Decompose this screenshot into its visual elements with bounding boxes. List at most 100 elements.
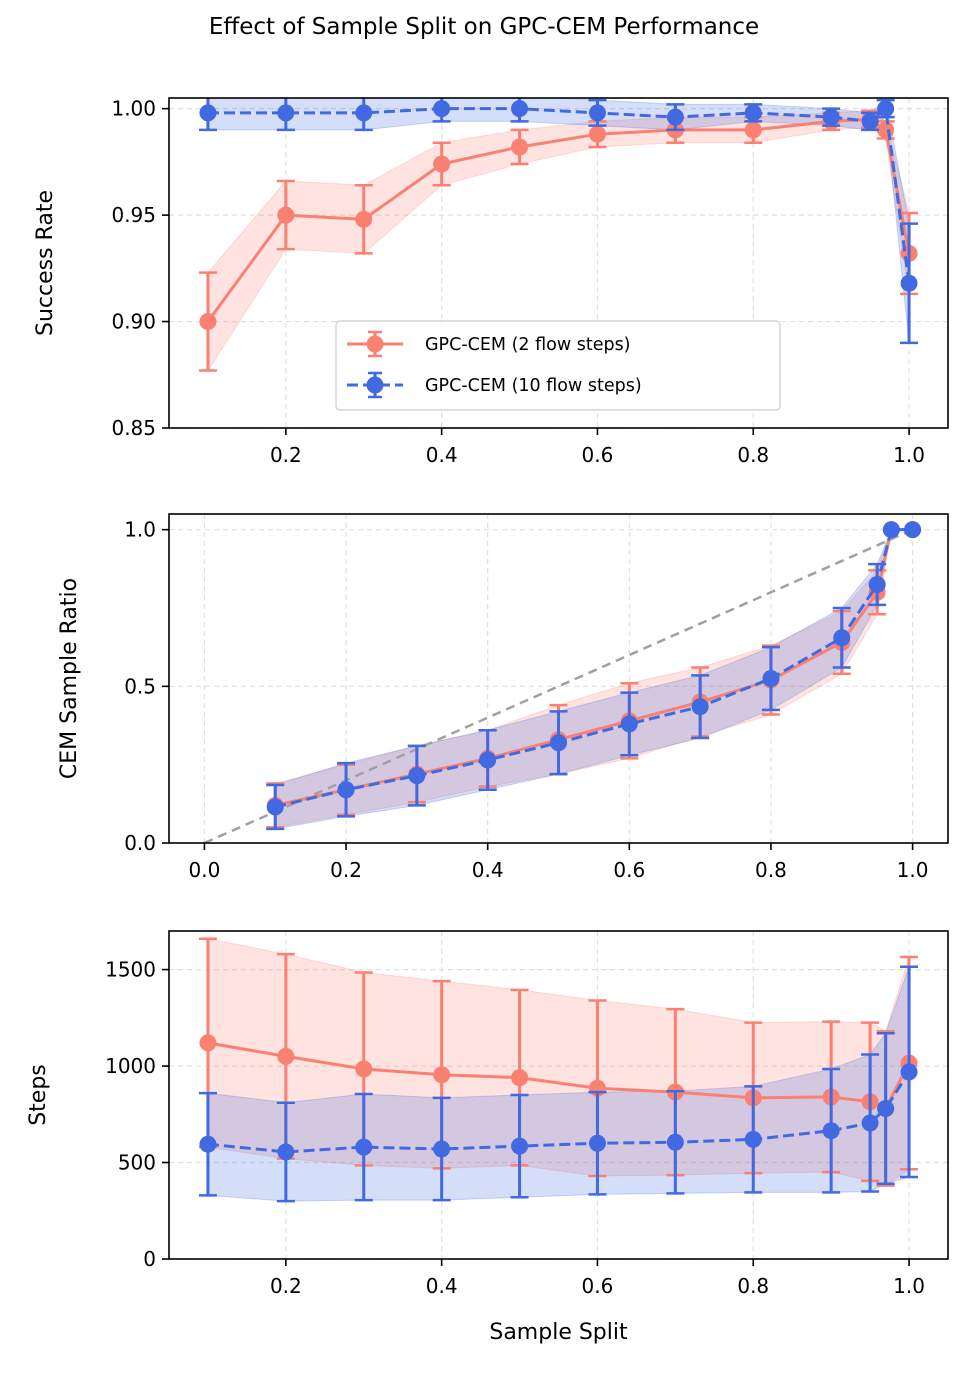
panel1-ylabel: Success Rate: [33, 190, 58, 336]
panel3-s1-point-3: [433, 1066, 451, 1084]
panel1-s2-point-6: [666, 108, 684, 126]
panel3-s1-point-0: [199, 1034, 217, 1052]
panel2-reference-diagonal: [203, 528, 914, 843]
panel2-xtick-label-1: 0.2: [330, 858, 362, 882]
panel3-xtick-label-0: 0.2: [270, 1274, 302, 1298]
panel3-xlabel: Sample Split: [489, 1320, 628, 1345]
panel2-axes-frame: [168, 513, 949, 844]
panel2-s2-line: [274, 528, 913, 809]
panel1-s1-point-3: [433, 155, 451, 173]
panel3-s1-point-4: [511, 1069, 529, 1087]
panel3-xtick-label-4: 1.0: [893, 1274, 925, 1298]
panel2-ytick-label-1: 0.5: [124, 674, 156, 698]
panel2-s2-point-10: [882, 521, 900, 539]
panel2-xtick-label-5: 1.0: [897, 858, 929, 882]
panel1-s1-point-5: [588, 125, 606, 143]
panel2-xtick-label-3: 0.6: [613, 858, 645, 882]
panel3-ytick-label-2: 1000: [105, 1054, 156, 1078]
panel3-axes-frame: [168, 930, 949, 1260]
panel2-s2-point-1: [337, 781, 355, 799]
panel2-s2-point-4: [550, 734, 567, 752]
panel3-ytick-label-1: 500: [118, 1151, 156, 1175]
panel1-ytick-label-2: 0.95: [111, 203, 156, 227]
panel1-s2-point-8: [822, 108, 840, 126]
panel3-ytick-label-0: 0: [143, 1247, 156, 1271]
legend-box: [335, 320, 781, 411]
panel2-s2-point-2: [408, 767, 426, 785]
panel1-s2-point-2: [355, 104, 373, 122]
panel-cem-sample-ratio: 0.0 0.2 0.4 0.6 0.8 1.0 0.0 0.5 1.0 CEM Sample Ra…: [57, 513, 949, 882]
panel1-s1-point-10: [877, 121, 895, 139]
panel3-s1-point-1: [277, 1047, 295, 1065]
panel1-s2-point-7: [744, 104, 762, 122]
panel1-xtick-label-2: 0.6: [582, 443, 614, 467]
panel3-s2-point-2: [355, 1138, 373, 1156]
panel2-ytick-label-0: 0.0: [124, 831, 156, 855]
panel1-s1-point-7: [744, 121, 762, 139]
panel3-s2-point-4: [511, 1137, 529, 1155]
panel1-s2-point-0: [199, 104, 217, 122]
panel1-s1-point-2: [355, 210, 373, 228]
panel1-xtick-label-0: 0.2: [270, 443, 302, 467]
panel1-plot-area: [198, 98, 919, 373]
panel3-s2-point-11: [900, 1063, 918, 1081]
panel2-s2-point-11: [904, 521, 922, 539]
panel3-s2-point-0: [199, 1135, 217, 1153]
panel2-s2-point-6: [691, 698, 709, 716]
panel1-s2-point-10: [877, 100, 895, 118]
panel1-ytick-label-0: 0.85: [111, 416, 156, 440]
panel3-series-2: [198, 965, 919, 1203]
panel2-s2-point-7: [762, 670, 780, 687]
panel3-xtick-label-2: 0.6: [582, 1274, 614, 1298]
panel3-xtick-label-3: 0.8: [737, 1274, 769, 1298]
figure-title: Effect of Sample Split on GPC-CEM Perfor…: [208, 14, 760, 40]
panel2-s2-point-0: [266, 798, 284, 816]
panel1-s2-point-5: [588, 104, 606, 122]
panel2-s2-point-9: [868, 576, 886, 593]
panel1-ytick-label-3: 1.00: [111, 97, 156, 121]
panel-success-rate: 0.2 0.4 0.6 0.8 1.0 0.85 0.90 0.95 1.00 Success R…: [33, 97, 949, 467]
panel1-s1-point-0: [199, 313, 217, 331]
panel1-xtick-label-4: 1.0: [893, 443, 925, 467]
panel2-xtick-label-2: 0.4: [472, 858, 504, 882]
panel1-series-2: [198, 98, 919, 345]
panel3-s2-point-9: [861, 1114, 879, 1132]
panel3-s2-point-5: [588, 1134, 606, 1152]
panel3-s2-point-10: [877, 1100, 895, 1118]
panel2-xtick-label-0: 0.0: [189, 858, 221, 882]
panel1-s1-point-1: [277, 206, 295, 224]
panel2-ytick-label-2: 1.0: [124, 518, 156, 542]
panel2-ylabel: CEM Sample Ratio: [57, 578, 82, 779]
panel1-s2-point-1: [277, 104, 295, 122]
panel1-s2-point-9: [861, 112, 879, 130]
panel3-s2-point-3: [433, 1140, 451, 1158]
panel3-plot-area: [198, 937, 919, 1203]
panel2-plot-area: [203, 521, 922, 843]
panel3-s1-point-2: [355, 1060, 373, 1078]
panel1-s1-point-4: [511, 138, 529, 156]
panel1-axes-frame: [168, 97, 949, 429]
panel3-s2-point-1: [277, 1143, 295, 1161]
legend-marker-2: [366, 376, 384, 394]
panel1-xtick-label-3: 0.8: [737, 443, 769, 467]
panel-steps: 0.2 0.4 0.6 0.8 1.0 0 500 1000 1500 Steps Sample S…: [26, 930, 949, 1345]
panel2-xtick-label-4: 0.8: [755, 858, 787, 882]
panel1-s2-point-4: [511, 100, 529, 118]
panel3-ylabel: Steps: [26, 1064, 51, 1126]
panel1-ytick-label-1: 0.90: [111, 310, 156, 334]
panel3-xtick-label-1: 0.4: [426, 1274, 458, 1298]
legend-marker-1: [366, 335, 384, 353]
panel3-ytick-label-3: 1500: [105, 958, 156, 982]
panel2-series-2: [266, 521, 922, 831]
panel3-s2-point-7: [744, 1130, 762, 1148]
panel2-s2-point-8: [833, 629, 851, 647]
legend-label-2: GPC-CEM (10 flow steps): [425, 376, 642, 396]
panel1-s2-point-11: [900, 274, 918, 292]
panel1-s2-point-3: [433, 100, 451, 118]
legend: GPC-CEM (2 flow steps) GPC-CEM (10 flow s…: [335, 320, 781, 411]
panel1-xtick-label-1: 0.4: [426, 443, 458, 467]
legend-label-1: GPC-CEM (2 flow steps): [425, 335, 631, 355]
panel2-s2-point-3: [479, 751, 497, 769]
panel3-s2-point-6: [666, 1133, 684, 1151]
